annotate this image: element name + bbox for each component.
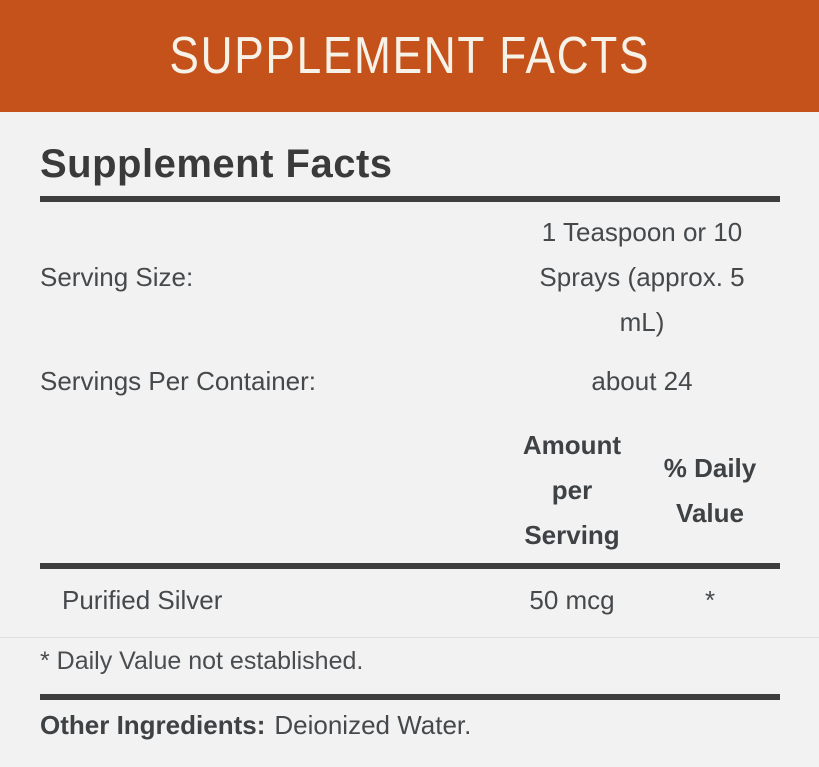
divider-bottom [40,694,780,700]
panel-heading: Supplement Facts [40,142,393,186]
banner-title: SUPPLEMENT FACTS [169,27,650,85]
serving-size-label: Serving Size: [40,262,194,292]
column-header-amount-per-serving: Amount per Serving [522,430,622,550]
servings-per-container-value: about 24 [591,366,693,396]
ingredient-amount: 50 mcg [529,585,615,615]
serving-size-value-cell: 1 Teaspoon or 10 Sprays (approx. 5 mL) [504,202,780,345]
divider-headers [40,563,780,569]
ingredient-rows: Purified Silver 50 mcg * [40,569,780,623]
other-ingredients-label: Other Ingredients: [40,710,266,740]
daily-value-footnote: * Daily Value not established. [40,647,364,675]
ingredient-daily-value: * [704,585,716,615]
servings-per-container-value-cell: about 24 [504,345,780,404]
column-header-percent-daily-value: % Daily Value [663,452,757,528]
other-ingredients-row: Other Ingredients: Deionized Water. [40,700,780,748]
serving-size-value: 1 Teaspoon or 10 Sprays (approx. 5 mL) [539,217,745,337]
facts-body: Supplement Facts Serving Size: 1 Teaspoo… [0,142,819,748]
facts-table: Serving Size: 1 Teaspoon or 10 Sprays (a… [40,202,780,558]
ingredient-name: Purified Silver [62,585,223,615]
banner: SUPPLEMENT FACTS [0,0,819,112]
other-ingredients-value: Deionized Water. [274,710,472,740]
servings-per-container-label: Servings Per Container: [40,366,317,396]
divider-light [0,637,819,638]
divider-top [40,196,780,202]
